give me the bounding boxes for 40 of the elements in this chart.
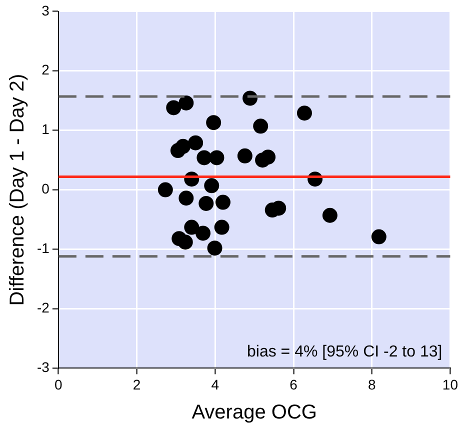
point [178, 234, 193, 250]
x-tick-label: 10 [442, 376, 458, 392]
point [158, 182, 173, 198]
point [196, 226, 211, 241]
point [206, 115, 222, 130]
point [196, 150, 212, 166]
x-tick-label: 4 [211, 376, 220, 392]
point [322, 208, 338, 223]
point [178, 95, 194, 110]
point [253, 118, 268, 134]
x-axis-title: Average OCG [192, 402, 317, 424]
y-tick-label: 0 [42, 180, 50, 197]
y-tick-label: 3 [42, 2, 50, 18]
x-tick-label: 8 [368, 376, 376, 392]
y-tick-label: -3 [36, 359, 50, 376]
point [184, 220, 200, 235]
point [188, 135, 204, 150]
x-tick-label: 6 [290, 376, 298, 392]
point [296, 106, 312, 121]
point [198, 196, 214, 211]
annotation: bias = 4% [95% CI -2 to 13] [246, 344, 442, 361]
y-axis-title: Difference (Day 1 - Day 2) [6, 74, 29, 306]
point [166, 100, 182, 116]
point [178, 190, 194, 206]
y-tick-label: -2 [36, 300, 50, 316]
point [215, 194, 230, 210]
y-tick-label: 2 [42, 62, 50, 78]
point [271, 200, 286, 216]
point [176, 138, 191, 154]
y-tick-label: -1 [36, 240, 50, 256]
y-tick-label: 1 [42, 121, 50, 138]
point [371, 229, 386, 244]
x-tick-label: 0 [54, 376, 63, 392]
point [237, 148, 252, 164]
point [207, 240, 222, 256]
point [260, 150, 276, 165]
point [214, 220, 230, 235]
x-tick-label: 2 [132, 376, 141, 392]
point [209, 150, 224, 166]
point [204, 178, 220, 194]
